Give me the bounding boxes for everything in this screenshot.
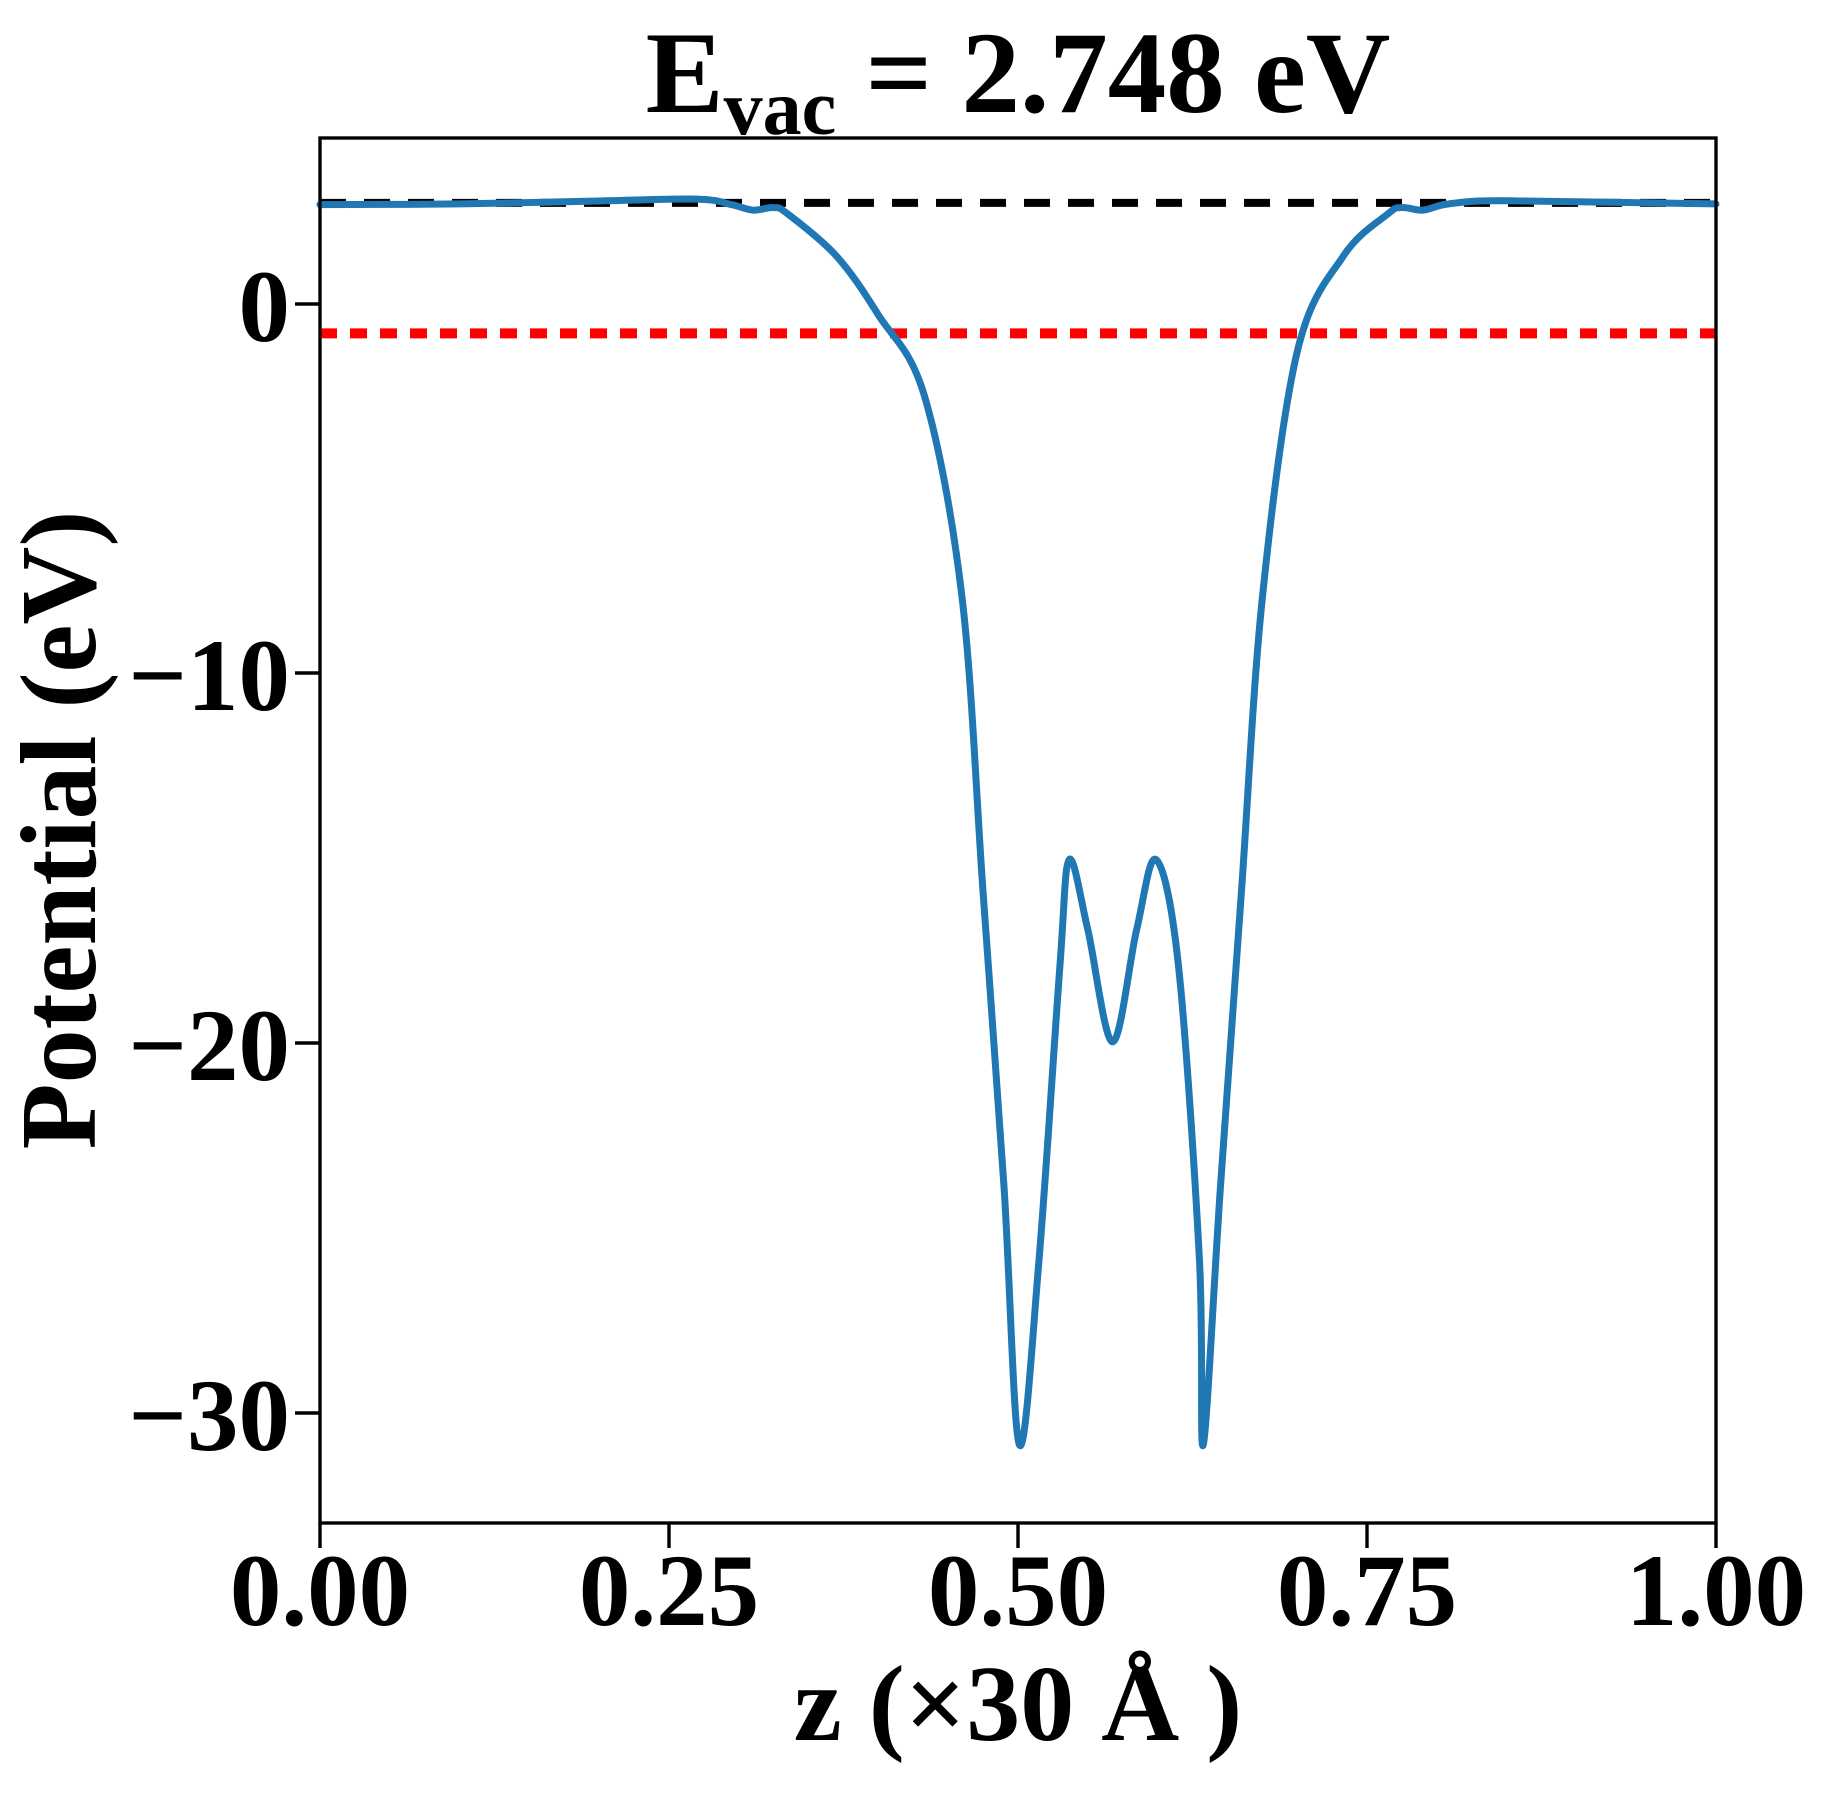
svg-text:−30: −30 [128,1359,290,1473]
svg-text:0.50: 0.50 [928,1534,1108,1648]
svg-text:0: 0 [239,250,291,364]
svg-text:z (×30 Å ): z (×30 Å ) [794,1645,1242,1764]
svg-text:0.75: 0.75 [1277,1534,1457,1648]
svg-text:−20: −20 [128,989,290,1103]
svg-text:0.00: 0.00 [230,1534,410,1648]
svg-text:0.25: 0.25 [579,1534,759,1648]
svg-text:Potential (eV): Potential (eV) [0,511,119,1150]
svg-text:1.00: 1.00 [1626,1534,1806,1648]
svg-text:−10: −10 [128,619,290,733]
